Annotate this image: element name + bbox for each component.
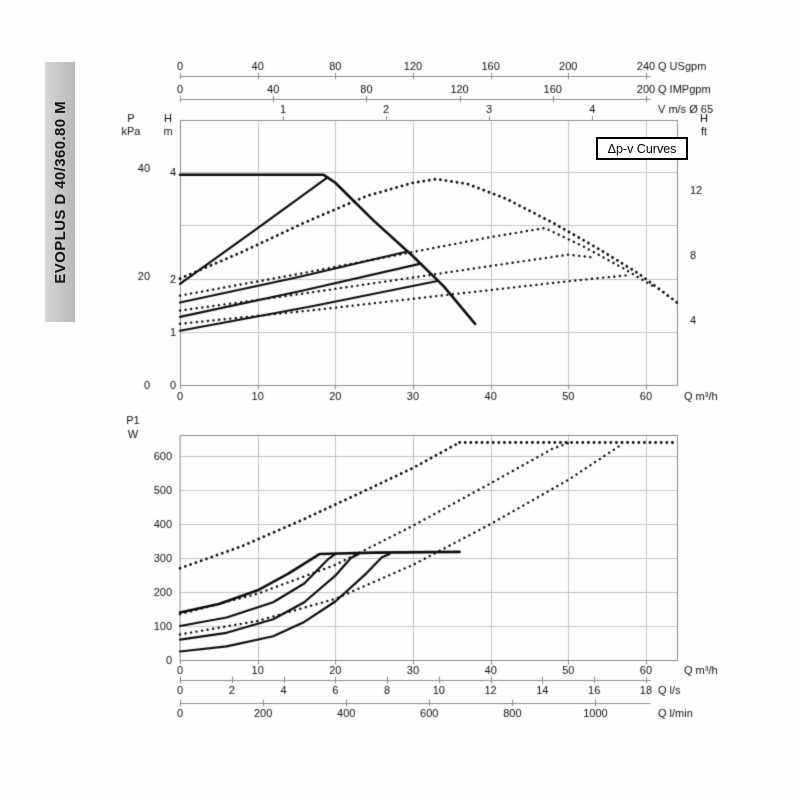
model-label-bar: EVOPLUS D 40/360.80 M xyxy=(45,62,75,322)
model-label: EVOPLUS D 40/360.80 M xyxy=(51,100,69,284)
dpv-curves-legend: Δp-v Curves xyxy=(596,137,688,160)
